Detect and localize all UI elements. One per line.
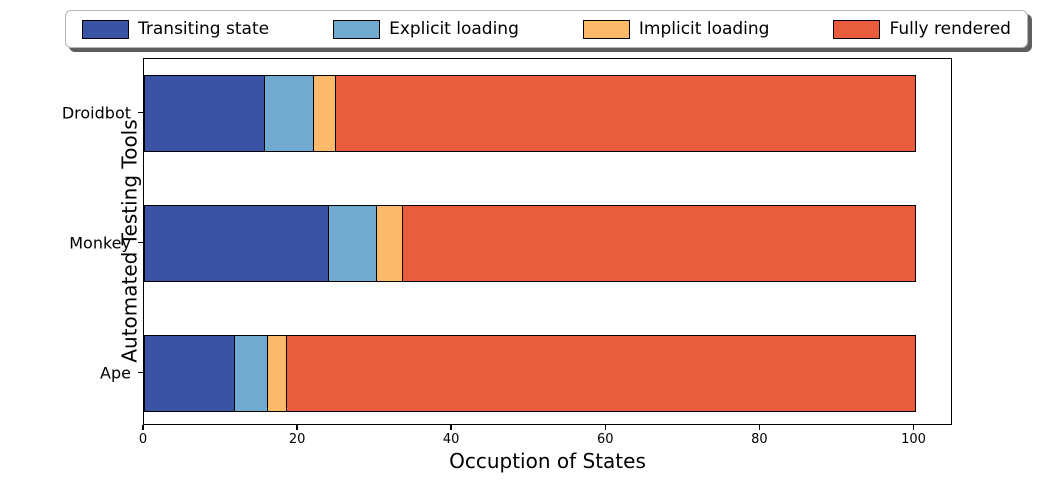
bar-segment	[144, 335, 236, 412]
x-tick-mark	[604, 425, 606, 430]
bar-segment	[264, 75, 315, 152]
legend-entry: Fully rendered	[833, 19, 1011, 39]
x-tick-label: 0	[138, 432, 148, 447]
legend-swatch-2	[333, 19, 381, 39]
x-tick-mark	[450, 425, 452, 430]
plot-area	[143, 58, 952, 425]
x-tick-label: 60	[597, 432, 614, 447]
x-tick-label: 20	[288, 432, 306, 447]
y-tick-label-ape: Ape	[100, 363, 131, 382]
legend-label: Transiting state	[138, 19, 270, 39]
legend-swatch-4	[833, 19, 881, 39]
x-axis-title: Occuption of States	[449, 449, 646, 473]
y-tick-mark	[138, 111, 143, 114]
y-tick-mark	[138, 241, 143, 244]
bar-segment	[144, 205, 330, 282]
y-tick-label-droidbot: Droidbot	[61, 103, 131, 122]
legend: Transiting state Explicit loading Implicit…	[65, 10, 1028, 48]
x-tick-label: 100	[901, 432, 926, 447]
bar-segment	[234, 335, 268, 412]
x-tick-mark	[296, 425, 298, 430]
bar-segment	[335, 75, 916, 152]
bar-segment	[375, 205, 404, 282]
y-tick-label-monkey: Monkey	[69, 233, 131, 252]
bar-segment	[285, 335, 916, 412]
legend-swatch-1	[82, 19, 129, 39]
x-tick-label: 40	[442, 432, 460, 447]
legend-label: Fully rendered	[889, 19, 1011, 39]
legend-entry: Implicit loading	[582, 19, 770, 39]
bar-segment	[402, 205, 916, 282]
legend-entry: Transiting state	[82, 19, 269, 39]
legend-swatch-3	[582, 19, 630, 39]
x-tick-mark	[912, 425, 915, 430]
x-tick-mark	[758, 425, 761, 430]
legend-label: Implicit loading	[638, 19, 770, 39]
bar-segment	[312, 75, 337, 152]
legend-entry: Explicit loading	[333, 19, 519, 39]
legend-label: Explicit loading	[389, 19, 519, 39]
y-tick-mark	[138, 371, 143, 374]
x-tick-mark	[142, 425, 144, 430]
bar-segment	[144, 75, 266, 152]
bar-segment	[328, 205, 378, 282]
x-tick-label: 80	[751, 432, 768, 447]
bar-segment	[266, 335, 288, 412]
